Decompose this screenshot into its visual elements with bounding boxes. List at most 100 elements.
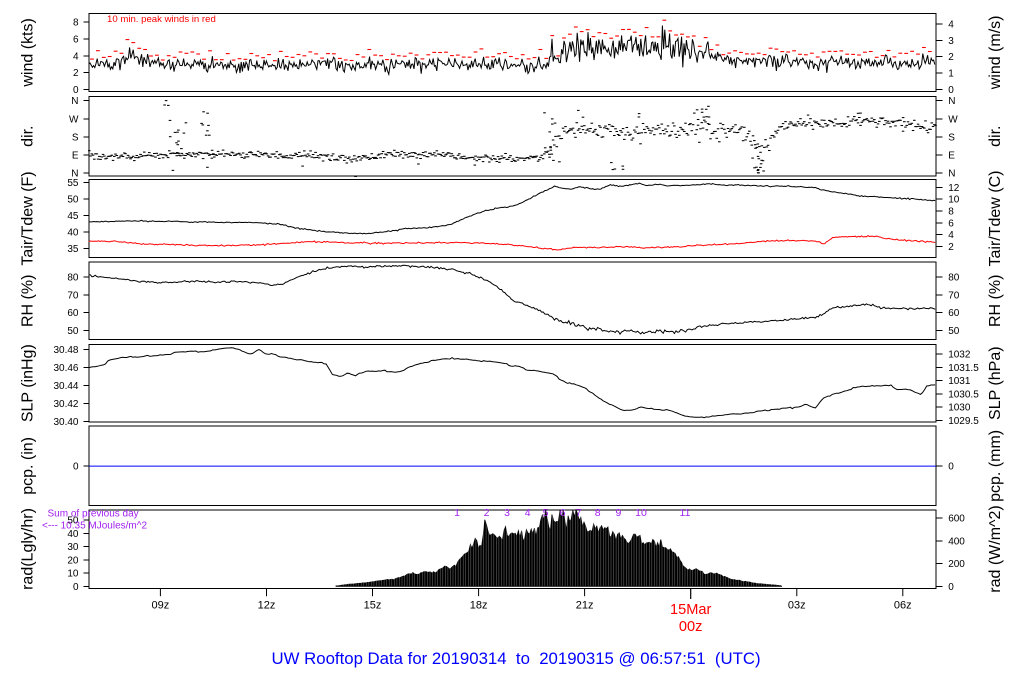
svg-text:8: 8 (73, 18, 79, 29)
svg-text:pcp. (in): pcp. (in) (20, 437, 37, 495)
svg-text:30.46: 30.46 (53, 363, 78, 374)
svg-text:N: N (948, 169, 955, 180)
svg-text:15z: 15z (364, 600, 382, 612)
svg-text:Tair/Tdew (F): Tair/Tdew (F) (20, 171, 37, 265)
svg-text:09z: 09z (152, 600, 170, 612)
svg-text:1030.5: 1030.5 (948, 389, 979, 400)
svg-text:600: 600 (948, 513, 965, 524)
svg-text:wind (m/s): wind (m/s) (987, 16, 1004, 91)
svg-text:N: N (71, 96, 78, 107)
svg-text:200: 200 (948, 559, 965, 570)
svg-text:2: 2 (484, 507, 490, 519)
svg-text:4: 4 (948, 20, 954, 31)
svg-text:8: 8 (948, 207, 954, 218)
svg-text:RH (%): RH (%) (987, 275, 1004, 327)
svg-text:2: 2 (73, 68, 79, 79)
svg-text:1030: 1030 (948, 403, 971, 414)
svg-text:10: 10 (948, 195, 960, 206)
svg-text:4: 4 (525, 507, 531, 519)
svg-text:21z: 21z (576, 600, 594, 612)
svg-text:1032: 1032 (948, 350, 971, 361)
svg-text:50: 50 (948, 326, 960, 337)
svg-text:2: 2 (948, 242, 954, 253)
svg-text:30.44: 30.44 (53, 381, 78, 392)
svg-text:1: 1 (948, 69, 954, 80)
svg-text:50: 50 (67, 326, 79, 337)
svg-text:30.42: 30.42 (53, 399, 78, 410)
svg-text:1031.5: 1031.5 (948, 363, 979, 374)
svg-text:15Mar: 15Mar (670, 602, 712, 618)
svg-text:12z: 12z (258, 600, 276, 612)
svg-text:5: 5 (543, 507, 549, 519)
svg-text:0: 0 (73, 85, 79, 96)
svg-text:10: 10 (635, 507, 647, 519)
svg-text:400: 400 (948, 536, 965, 547)
svg-text:06z: 06z (894, 600, 912, 612)
svg-text:0: 0 (73, 582, 79, 593)
svg-text:N: N (948, 96, 955, 107)
svg-text:12: 12 (948, 183, 960, 194)
svg-text:N: N (71, 169, 78, 180)
svg-text:<--- 10.35 MJoules/m^2: <--- 10.35 MJoules/m^2 (42, 521, 147, 532)
svg-text:9: 9 (615, 507, 621, 519)
svg-text:80: 80 (67, 273, 79, 284)
svg-text:E: E (72, 151, 79, 162)
svg-text:45: 45 (67, 211, 79, 222)
svg-text:SLP (hPa): SLP (hPa) (987, 346, 1004, 420)
svg-text:70: 70 (948, 290, 960, 301)
svg-text:S: S (72, 132, 79, 143)
svg-text:40: 40 (67, 529, 79, 540)
svg-text:00z: 00z (679, 619, 703, 635)
svg-text:10: 10 (67, 569, 79, 580)
svg-text:0: 0 (948, 582, 954, 593)
svg-text:Sum of previous day: Sum of previous day (48, 509, 139, 520)
svg-text:70: 70 (67, 290, 79, 301)
svg-text:pcp. (mm): pcp. (mm) (987, 430, 1004, 502)
svg-text:30.40: 30.40 (53, 417, 78, 428)
svg-text:03z: 03z (788, 600, 806, 612)
svg-text:55: 55 (67, 178, 79, 189)
svg-text:60: 60 (948, 308, 960, 319)
svg-text:Tair/Tdew (C): Tair/Tdew (C) (987, 170, 1004, 266)
svg-text:6: 6 (73, 34, 79, 45)
svg-text:40: 40 (67, 228, 79, 239)
svg-text:11: 11 (680, 507, 691, 519)
svg-text:UW Rooftop Data for 20190314: UW Rooftop Data for 20190314 to 20190315… (272, 649, 761, 668)
svg-text:4: 4 (73, 51, 79, 62)
svg-text:wind (kts): wind (kts) (20, 18, 37, 87)
svg-text:0: 0 (73, 462, 79, 473)
svg-text:rad(Lgly/hr): rad(Lgly/hr) (20, 508, 37, 590)
svg-text:0: 0 (948, 462, 954, 473)
svg-text:1: 1 (454, 507, 460, 519)
svg-text:18z: 18z (470, 600, 488, 612)
svg-text:6: 6 (560, 507, 566, 519)
svg-text:2: 2 (948, 52, 954, 63)
svg-text:1031: 1031 (948, 376, 971, 387)
svg-text:8: 8 (595, 507, 601, 519)
svg-text:W: W (69, 114, 79, 125)
svg-text:50: 50 (67, 516, 79, 527)
svg-text:60: 60 (67, 308, 79, 319)
svg-text:30.48: 30.48 (53, 345, 78, 356)
svg-text:80: 80 (948, 273, 960, 284)
svg-text:rad (W/m^2): rad (W/m^2) (987, 505, 1004, 593)
svg-text:3: 3 (948, 36, 954, 47)
svg-text:50: 50 (67, 195, 79, 206)
svg-text:7: 7 (576, 507, 582, 519)
svg-text:10 min. peak winds in red: 10 min. peak winds in red (107, 14, 216, 25)
svg-text:dir.: dir. (20, 126, 37, 147)
svg-text:SLP (inHg): SLP (inHg) (20, 344, 37, 422)
svg-text:dir.: dir. (987, 126, 1004, 147)
svg-text:30: 30 (67, 542, 79, 553)
svg-text:W: W (948, 114, 958, 125)
svg-text:RH (%): RH (%) (20, 275, 37, 327)
svg-text:4: 4 (948, 230, 954, 241)
svg-text:35: 35 (67, 244, 79, 255)
svg-text:0: 0 (948, 85, 954, 96)
svg-text:20: 20 (67, 555, 79, 566)
svg-text:3: 3 (504, 507, 510, 519)
svg-text:1029.5: 1029.5 (948, 416, 979, 427)
svg-text:E: E (948, 151, 955, 162)
svg-text:6: 6 (948, 218, 954, 229)
svg-text:S: S (948, 132, 955, 143)
